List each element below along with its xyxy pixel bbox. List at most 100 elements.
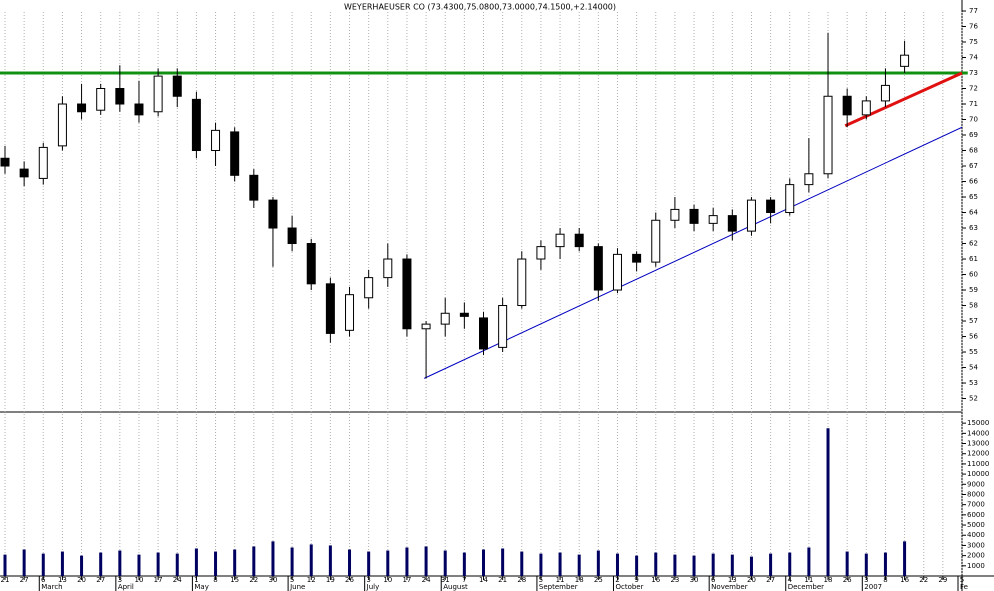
x-tick-label: 12	[307, 576, 316, 584]
volume-bar	[462, 552, 466, 576]
x-tick-label: 27	[96, 576, 105, 584]
month-label: November	[711, 583, 748, 591]
volume-bar	[443, 550, 447, 576]
x-tick-label: 16	[651, 576, 660, 584]
volume-bar	[3, 554, 7, 576]
volume-bar	[405, 547, 409, 576]
x-tick-label: 24	[173, 576, 182, 584]
y-tick-label: 72	[969, 85, 978, 93]
y-tick-label: 52	[969, 395, 978, 403]
month-label: August	[443, 583, 468, 591]
candle-body	[440, 312, 450, 325]
candle-body	[249, 174, 259, 201]
volume-bar	[271, 541, 275, 576]
x-tick-label: 3	[118, 576, 122, 584]
candle-body	[766, 199, 776, 214]
candle-body	[96, 88, 106, 111]
y-tick-label: 69	[969, 131, 978, 139]
candle-body	[306, 243, 316, 285]
volume-tick-label: 7000	[967, 501, 985, 509]
volume-bar	[482, 549, 485, 576]
candle-body	[115, 88, 125, 105]
y-tick-label: 55	[969, 348, 978, 356]
x-tick-label: 11	[556, 576, 565, 584]
candle-body	[842, 95, 852, 116]
x-tick-label: 2	[615, 576, 619, 584]
x-tick-label: 11	[804, 576, 813, 584]
x-tick-label: 10	[135, 576, 144, 584]
month-label: July	[366, 583, 380, 591]
candle-body	[38, 146, 48, 179]
y-tick-label: 75	[969, 38, 978, 46]
candle-body	[268, 199, 278, 229]
x-tick-label: 13	[728, 576, 737, 584]
x-tick-label: 20	[747, 576, 756, 584]
x-tick-label: 20	[77, 576, 86, 584]
x-tick-label: 6	[711, 576, 716, 584]
volume-bar	[826, 428, 830, 576]
volume-bar	[348, 549, 352, 576]
volume-bar	[233, 549, 237, 576]
volume-tick-label: 15000	[967, 419, 989, 427]
volume-bar	[749, 556, 753, 576]
volume-tick-label: 12000	[967, 450, 989, 458]
candle-body	[421, 323, 431, 330]
volume-tick-label: 10000	[967, 470, 989, 478]
volume-bar	[558, 552, 562, 576]
x-tick-label: 3	[864, 576, 868, 584]
x-tick-label: 22	[919, 576, 928, 584]
x-tick-label: 21	[1, 576, 10, 584]
y-tick-label: 65	[969, 193, 978, 201]
candle-body	[230, 131, 240, 176]
volume-bar	[864, 553, 868, 576]
x-tick-label: 27	[766, 576, 775, 584]
x-tick-label: 5	[539, 576, 543, 584]
y-tick-label: 73	[969, 69, 978, 77]
trendline	[423, 126, 963, 379]
x-tick-label: 7	[462, 576, 466, 584]
volume-bar	[692, 555, 696, 576]
y-tick-label: 71	[969, 100, 978, 108]
volume-bar	[290, 547, 294, 576]
volume-bar	[99, 552, 103, 576]
volume-bar	[730, 554, 734, 576]
volume-bar	[309, 544, 313, 576]
volume-tick-label: 5000	[967, 521, 985, 529]
candle-body	[536, 246, 546, 260]
x-tick-label: 14	[479, 576, 488, 584]
volume-bar	[424, 546, 428, 576]
y-tick-label: 63	[969, 224, 978, 232]
candle-body	[479, 317, 488, 350]
volume-bar	[615, 553, 619, 576]
x-tick-label: 27	[20, 576, 29, 584]
volume-bar	[22, 549, 26, 576]
volume-bar	[788, 552, 792, 576]
volume-bar	[60, 551, 64, 576]
candle-body	[153, 75, 163, 113]
month-label: December	[788, 583, 824, 591]
candle-body	[746, 199, 756, 232]
x-tick-label: 15	[230, 576, 239, 584]
volume-bar	[41, 553, 45, 576]
x-tick-label: 6	[41, 576, 46, 584]
volume-bar	[252, 546, 256, 576]
volume-bar	[673, 554, 677, 576]
candle-body	[861, 100, 871, 116]
x-tick-label: 25	[594, 576, 603, 584]
candle-body	[612, 253, 622, 291]
candle-body	[632, 253, 642, 263]
candle-body	[345, 294, 355, 331]
y-tick-label: 60	[969, 271, 978, 279]
x-tick-label: 17	[402, 576, 411, 584]
candle-body	[785, 184, 795, 214]
candle-body	[77, 103, 87, 113]
volume-bar	[635, 555, 639, 576]
volume-bar	[596, 550, 600, 576]
y-tick-label: 66	[969, 178, 978, 186]
volume-tick-label: 2000	[967, 552, 985, 560]
month-label: April	[118, 583, 134, 591]
y-tick-label: 68	[969, 147, 978, 155]
x-tick-label: 10	[383, 576, 392, 584]
candle-body	[804, 173, 814, 186]
